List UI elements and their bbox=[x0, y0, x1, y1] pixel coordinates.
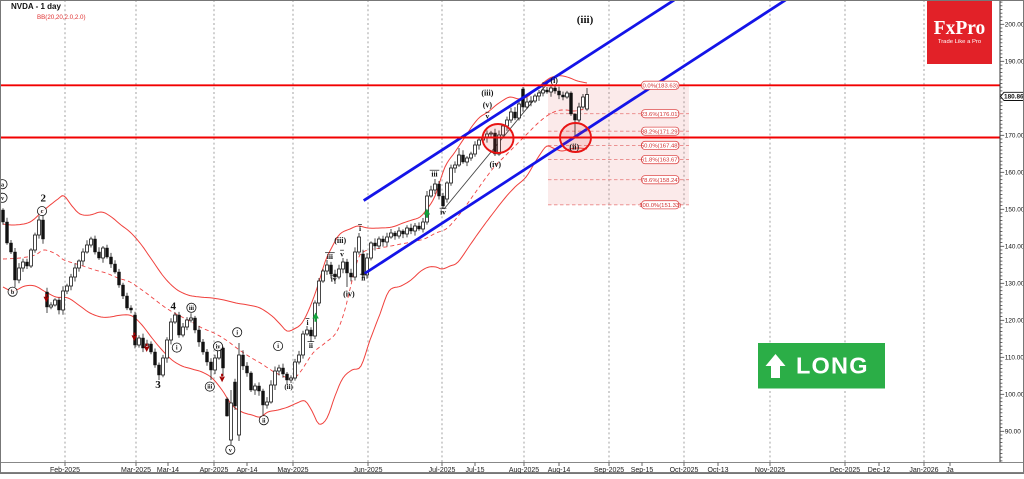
svg-text:Dec-2025: Dec-2025 bbox=[830, 467, 860, 474]
svg-text:May-2025: May-2025 bbox=[277, 467, 308, 474]
svg-text:Ja: Ja bbox=[946, 467, 954, 474]
svg-text:0.0%(183.63): 0.0%(183.63) bbox=[643, 83, 678, 89]
svg-text:38.2%(171.29): 38.2%(171.29) bbox=[641, 129, 680, 135]
svg-text:(ii): (ii) bbox=[284, 383, 293, 391]
svg-text:200.00: 200.00 bbox=[1005, 22, 1024, 29]
svg-text:c: c bbox=[41, 208, 44, 215]
svg-text:v: v bbox=[486, 112, 490, 121]
svg-text:i: i bbox=[236, 329, 238, 336]
svg-text:Trade Like a Pro: Trade Like a Pro bbox=[938, 39, 982, 45]
svg-text:iii: iii bbox=[431, 170, 437, 179]
svg-text:150.00: 150.00 bbox=[1005, 207, 1024, 214]
svg-text:(iii): (iii) bbox=[577, 14, 594, 26]
svg-text:i: i bbox=[306, 318, 308, 327]
svg-text:(iii): (iii) bbox=[481, 89, 493, 98]
svg-text:Apr-14: Apr-14 bbox=[236, 467, 257, 474]
svg-text:50.0%(167.48): 50.0%(167.48) bbox=[641, 144, 680, 150]
svg-text:BB(20,20,2.0,2.0): BB(20,20,2.0,2.0) bbox=[37, 14, 86, 21]
svg-text:iv: iv bbox=[440, 208, 446, 217]
svg-text:i: i bbox=[176, 345, 178, 352]
svg-text:(iv): (iv) bbox=[490, 160, 502, 169]
svg-text:ii: ii bbox=[262, 417, 266, 424]
svg-text:a: a bbox=[1, 181, 4, 188]
svg-text:(v): (v) bbox=[483, 101, 493, 110]
svg-text:Feb-2025: Feb-2025 bbox=[50, 467, 80, 474]
svg-text:iii: iii bbox=[207, 384, 212, 391]
svg-text:Aug-2025: Aug-2025 bbox=[509, 467, 539, 474]
svg-text:Apr-2025: Apr-2025 bbox=[200, 467, 229, 474]
svg-text:i: i bbox=[277, 343, 279, 350]
svg-text:Sep-15: Sep-15 bbox=[631, 467, 654, 474]
svg-text:4: 4 bbox=[171, 301, 177, 313]
svg-text:3: 3 bbox=[155, 379, 161, 391]
svg-text:100.00: 100.00 bbox=[1005, 392, 1024, 399]
svg-text:Oct-13: Oct-13 bbox=[707, 467, 728, 474]
svg-text:i: i bbox=[359, 224, 361, 233]
svg-text:160.00: 160.00 bbox=[1005, 170, 1024, 177]
svg-text:v: v bbox=[340, 250, 344, 259]
svg-text:FxPro: FxPro bbox=[934, 18, 986, 39]
svg-text:Jun-2025: Jun-2025 bbox=[353, 467, 382, 474]
svg-text:Jul-15: Jul-15 bbox=[465, 467, 484, 474]
svg-text:23.6%(176.01): 23.6%(176.01) bbox=[641, 112, 680, 118]
svg-text:v: v bbox=[229, 447, 233, 454]
svg-text:Aug-14: Aug-14 bbox=[548, 467, 571, 474]
svg-text:LONG: LONG bbox=[796, 353, 869, 379]
svg-text:Mar-14: Mar-14 bbox=[157, 467, 179, 474]
svg-text:(ii): (ii) bbox=[569, 143, 579, 152]
svg-text:2: 2 bbox=[41, 193, 47, 205]
svg-text:NVDA - 1 day: NVDA - 1 day bbox=[11, 2, 61, 11]
svg-text:180.86: 180.86 bbox=[1004, 94, 1024, 101]
svg-text:90.00: 90.00 bbox=[1005, 429, 1021, 436]
svg-text:Dec-12: Dec-12 bbox=[868, 467, 891, 474]
svg-text:(i): (i) bbox=[550, 76, 558, 85]
svg-text:iii: iii bbox=[189, 305, 194, 312]
svg-text:Jul-2025: Jul-2025 bbox=[429, 467, 456, 474]
svg-text:(iii): (iii) bbox=[334, 236, 346, 245]
svg-text:170.00: 170.00 bbox=[1005, 133, 1024, 140]
svg-text:iv: iv bbox=[331, 275, 337, 284]
svg-text:iv: iv bbox=[216, 343, 222, 350]
svg-text:61.8%(163.67): 61.8%(163.67) bbox=[641, 158, 680, 164]
svg-text:130.00: 130.00 bbox=[1005, 281, 1024, 288]
svg-text:ii: ii bbox=[309, 341, 313, 350]
svg-text:ii: ii bbox=[361, 274, 365, 283]
svg-text:Nov-2025: Nov-2025 bbox=[755, 467, 785, 474]
svg-text:v: v bbox=[1, 195, 5, 202]
svg-text:120.00: 120.00 bbox=[1005, 318, 1024, 325]
svg-text:Oct-2025: Oct-2025 bbox=[670, 467, 699, 474]
svg-text:100.0%(151.33): 100.0%(151.33) bbox=[639, 203, 681, 209]
svg-text:Sep-2025: Sep-2025 bbox=[594, 467, 624, 474]
svg-text:b: b bbox=[11, 289, 15, 296]
svg-text:iii: iii bbox=[327, 252, 333, 261]
svg-text:78.6%(158.24): 78.6%(158.24) bbox=[641, 178, 680, 184]
svg-text:Jan-2026: Jan-2026 bbox=[909, 467, 938, 474]
svg-text:(iv): (iv) bbox=[343, 290, 355, 299]
svg-text:190.00: 190.00 bbox=[1005, 59, 1024, 66]
svg-text:Mar-2025: Mar-2025 bbox=[121, 467, 151, 474]
svg-text:140.00: 140.00 bbox=[1005, 244, 1024, 251]
svg-text:110.00: 110.00 bbox=[1005, 355, 1024, 362]
